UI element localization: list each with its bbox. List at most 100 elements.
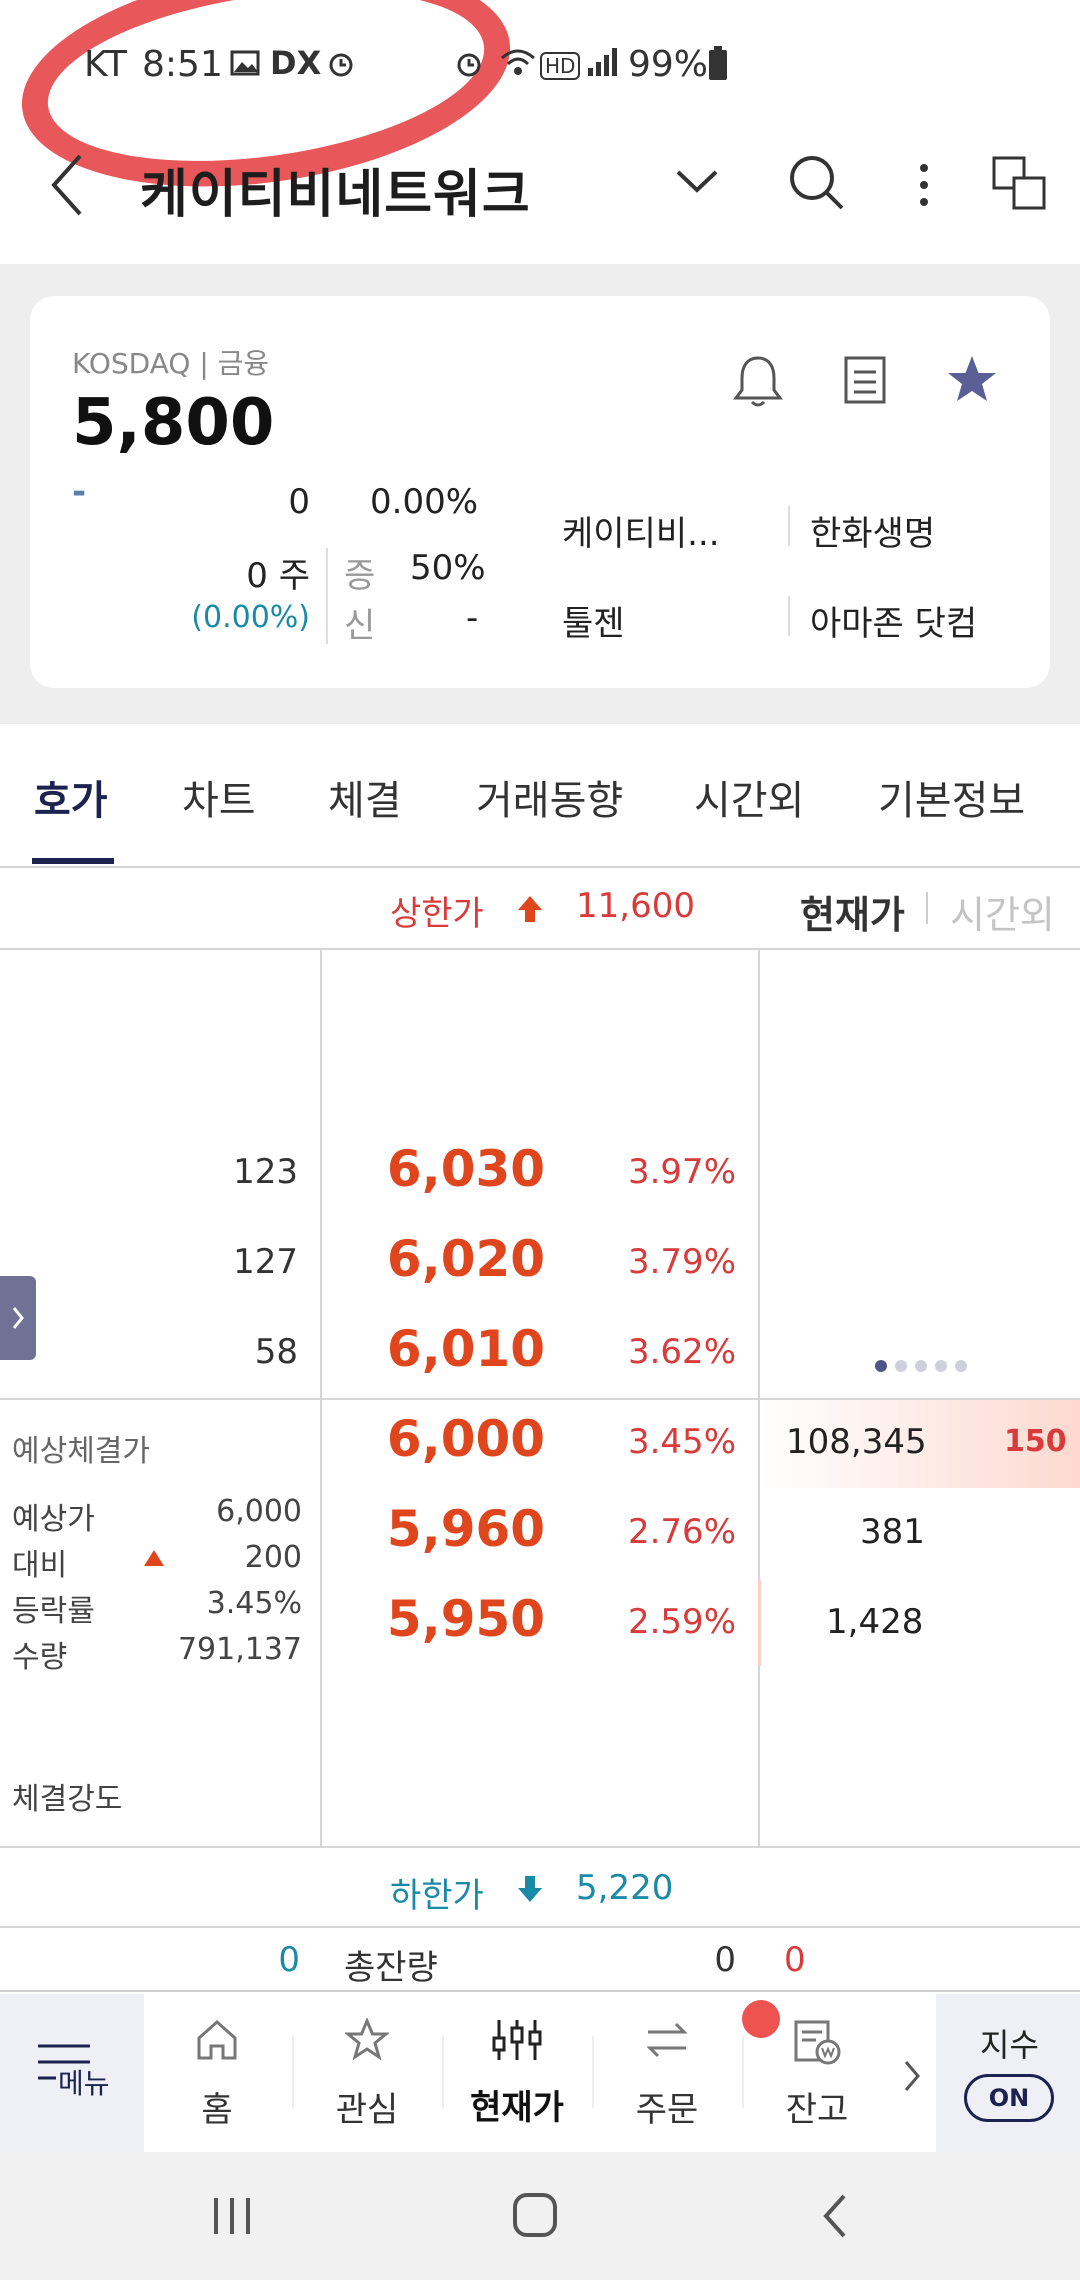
expected-price-value: 6,000 xyxy=(216,1494,302,1529)
ask-price[interactable]: 6,030 xyxy=(386,1140,546,1198)
nav-balance-label: 잔고 xyxy=(785,2090,849,2130)
expected-diff-value: 200 xyxy=(244,1540,302,1575)
toggle-after-hours[interactable]: 시간외 xyxy=(950,893,1055,937)
wifi-icon xyxy=(498,46,538,78)
bid-quantity: 108,345 xyxy=(786,1422,927,1462)
lower-limit-price: 5,220 xyxy=(576,1868,674,1908)
divider xyxy=(926,892,928,924)
hd-icon: HD xyxy=(540,52,581,80)
tab-chart[interactable]: 차트 xyxy=(182,778,256,824)
nav-watchlist[interactable]: 관심 xyxy=(292,1998,442,2131)
bid-percent: 2.59% xyxy=(627,1602,736,1642)
triangle-up-icon xyxy=(142,1548,166,1568)
menu-button[interactable]: 메뉴 xyxy=(0,1994,144,2152)
recent-apps-icon[interactable] xyxy=(210,2196,254,2236)
stock-name-title[interactable]: 케이티비네트워크 xyxy=(140,165,531,225)
multi-window-icon[interactable] xyxy=(990,154,1050,214)
nav-order[interactable]: 주문 xyxy=(592,1998,742,2131)
home-button-icon[interactable] xyxy=(512,2192,558,2238)
nav-balance[interactable]: 잔고 xyxy=(742,1998,892,2131)
ask-quantity: 123 xyxy=(233,1152,298,1192)
ask-price[interactable]: 6,010 xyxy=(386,1320,546,1378)
search-icon[interactable] xyxy=(786,152,846,212)
current-price: 5,800 xyxy=(72,386,275,460)
related-stock-2[interactable]: 한화생명 xyxy=(810,514,936,554)
bid-volume-bar xyxy=(758,1580,761,1666)
bid-percent: 2.76% xyxy=(627,1512,736,1552)
battery-percent: 99% xyxy=(628,44,709,85)
bid-quantity: 381 xyxy=(860,1512,925,1552)
divider xyxy=(0,866,1080,868)
ask-quantity: 127 xyxy=(233,1242,298,1282)
alarm-icon xyxy=(454,48,484,78)
upper-limit-label: 상한가 xyxy=(390,894,484,934)
candlestick-icon xyxy=(492,2020,542,2060)
alarm-icon xyxy=(326,48,356,78)
change-sign: - xyxy=(72,472,87,512)
bid-price[interactable]: 5,960 xyxy=(386,1500,546,1558)
back-nav-icon[interactable] xyxy=(820,2192,850,2240)
more-vertical-icon[interactable] xyxy=(912,160,936,210)
status-bar: KT 8:51 DX HD 99% xyxy=(0,0,1080,216)
expected-price-label: 예상가 xyxy=(12,1502,95,1537)
side-panel-handle[interactable] xyxy=(0,1276,36,1360)
total-bid-right: 0 xyxy=(784,1940,806,1980)
divider xyxy=(0,1398,1080,1400)
volume-percent: (0.00%) xyxy=(191,600,310,635)
index-panel: 지수 ON xyxy=(936,1994,1080,2152)
bell-icon[interactable] xyxy=(730,352,786,408)
nav-watchlist-label: 관심 xyxy=(335,2090,399,2130)
nav-home[interactable]: 홈 xyxy=(142,1998,292,2131)
expected-rate-value: 3.45% xyxy=(206,1586,302,1621)
total-remaining-value: 0 xyxy=(714,1940,736,1980)
ask-price[interactable]: 6,020 xyxy=(386,1230,546,1288)
related-stock-4[interactable]: 아마존 닷컴 xyxy=(810,604,978,644)
battery-icon xyxy=(708,46,728,80)
balance-document-icon xyxy=(794,2020,841,2065)
tab-trading-trend[interactable]: 거래동향 xyxy=(476,778,624,824)
home-icon xyxy=(197,2019,237,2060)
bid-price[interactable]: 6,000 xyxy=(386,1410,546,1468)
expected-qty-value: 791,137 xyxy=(177,1632,302,1667)
credit-value: - xyxy=(466,598,479,638)
bid-price[interactable]: 5,950 xyxy=(386,1590,546,1648)
system-navigation-bar xyxy=(0,2152,1080,2280)
change-percent: 0.00% xyxy=(370,482,479,522)
image-icon xyxy=(230,48,260,78)
ask-quantity: 58 xyxy=(254,1332,298,1372)
favorite-star-icon[interactable] xyxy=(944,352,1000,408)
bid-change: 150 xyxy=(1004,1424,1067,1459)
tab-trades[interactable]: 체결 xyxy=(328,778,402,824)
menu-label: 메뉴 xyxy=(58,2067,110,2100)
upper-limit-price: 11,600 xyxy=(576,886,695,926)
margin-value: 50% xyxy=(410,548,486,588)
nav-current-price[interactable]: 현재가 xyxy=(442,1998,592,2129)
divider xyxy=(0,1990,1080,1992)
related-stock-1[interactable]: 케이티비... xyxy=(562,514,720,554)
signal-icon xyxy=(586,46,618,78)
tab-basic-info[interactable]: 기본정보 xyxy=(878,778,1026,824)
arrow-up-icon xyxy=(516,894,544,924)
star-outline-icon xyxy=(345,2018,389,2061)
divider xyxy=(592,2036,594,2108)
expected-qty-label: 수량 xyxy=(12,1640,68,1675)
tab-orderbook[interactable]: 호가 xyxy=(34,778,108,824)
nav-current-price-label: 현재가 xyxy=(470,2088,564,2128)
lower-limit-label: 하한가 xyxy=(390,1876,484,1916)
related-stock-3[interactable]: 툴젠 xyxy=(562,604,625,644)
tab-after-hours[interactable]: 시간외 xyxy=(694,778,805,824)
chevron-right-icon[interactable] xyxy=(900,2056,924,2096)
pager-dots xyxy=(874,1358,974,1374)
divider xyxy=(0,948,1080,950)
ask-percent: 3.62% xyxy=(627,1332,736,1372)
notification-dot xyxy=(742,2000,780,2038)
stock-summary-card: KOSDAQ | 금융 5,800 - 0 0.00% 0 주 (0.00%) … xyxy=(30,296,1050,688)
divider xyxy=(292,2036,294,2108)
chevron-down-icon[interactable] xyxy=(674,166,720,196)
divider xyxy=(0,1926,1080,1928)
index-toggle[interactable]: ON xyxy=(964,2074,1054,2122)
toggle-current-price[interactable]: 현재가 xyxy=(800,893,905,937)
memo-icon[interactable] xyxy=(842,354,888,406)
back-button[interactable] xyxy=(46,150,86,220)
expected-title: 예상체결가 xyxy=(12,1434,150,1469)
